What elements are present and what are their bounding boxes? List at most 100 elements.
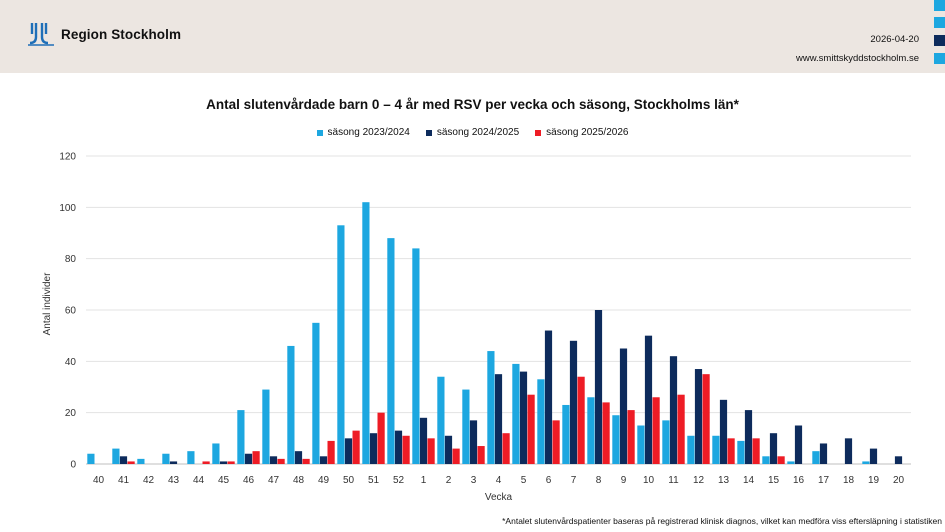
bar (187, 451, 195, 464)
x-tick-label: 4 (496, 475, 502, 486)
bar (744, 410, 753, 464)
legend-swatch (316, 129, 323, 136)
bar (419, 417, 428, 464)
x-tick-label: 9 (621, 475, 627, 486)
bar (287, 345, 295, 464)
website-url: www.smittskyddstockholm.se (795, 53, 919, 64)
x-tick-label: 14 (743, 475, 755, 486)
bar (644, 335, 653, 464)
x-tick-label: 20 (893, 475, 905, 486)
bar (519, 371, 528, 464)
bar (202, 461, 210, 464)
bar (462, 389, 470, 464)
y-tick-label: 60 (65, 306, 77, 317)
legend-label: säsong 2024/2025 (436, 127, 520, 138)
x-tick-label: 43 (168, 475, 180, 486)
legend-item-2024-2025: säsong 2024/2025 (425, 127, 520, 138)
report-date: 2026-04-20 (870, 34, 919, 45)
bar (862, 461, 870, 464)
x-tick-label: 3 (471, 475, 477, 486)
x-tick-label: 6 (546, 475, 552, 486)
legend-label: säsong 2025/2026 (546, 127, 629, 138)
y-tick-label: 100 (59, 203, 76, 214)
bar (362, 202, 370, 464)
bar (687, 435, 695, 464)
bar (127, 461, 135, 464)
bar (669, 356, 678, 464)
bar (394, 430, 403, 464)
bar (437, 376, 445, 464)
x-tick-label: 13 (718, 475, 730, 486)
legend-item-2025-2026: säsong 2025/2026 (535, 127, 628, 138)
bar (727, 438, 735, 464)
bar (702, 374, 710, 464)
bar (812, 451, 820, 464)
bar (244, 453, 253, 464)
bar (677, 394, 685, 464)
legend-label: säsong 2023/2024 (327, 127, 410, 138)
region-stockholm-logo: Region Stockholm (27, 22, 181, 46)
bar (277, 458, 285, 464)
x-tick-label: 1 (421, 475, 427, 486)
bar (737, 440, 745, 464)
bar (487, 351, 495, 464)
x-tick-label: 15 (768, 475, 780, 486)
y-tick-label: 0 (70, 460, 76, 471)
bar (327, 440, 335, 464)
footnote: *Antalet slutenvårdspatienter baseras på… (502, 516, 942, 526)
chart-legend: säsong 2023/2024 säsong 2024/2025 säsong… (0, 127, 945, 138)
bar (769, 433, 778, 464)
bar (894, 456, 903, 464)
bar (602, 402, 610, 464)
bar (302, 458, 310, 464)
bar (652, 397, 660, 464)
bar (469, 420, 478, 464)
bar (562, 404, 570, 464)
bar (752, 438, 760, 464)
bar (169, 461, 178, 464)
org-name: Region Stockholm (61, 26, 182, 42)
x-tick-label: 7 (571, 475, 577, 486)
bar (694, 369, 703, 464)
bar (627, 410, 635, 464)
bar (312, 322, 320, 464)
x-tick-label: 42 (143, 475, 155, 486)
bar (377, 412, 385, 464)
bar (594, 310, 603, 464)
bar (577, 376, 585, 464)
x-tick-label: 41 (118, 475, 130, 486)
x-tick-label: 50 (343, 475, 355, 486)
x-tick-label: 17 (818, 475, 830, 486)
bar (544, 330, 553, 464)
x-tick-label: 10 (643, 475, 655, 486)
y-tick-label: 120 (59, 152, 76, 163)
x-tick-label: 44 (193, 475, 205, 486)
x-tick-label: 19 (868, 475, 880, 486)
x-tick-label: 8 (596, 475, 602, 486)
bar (512, 363, 520, 464)
bar (869, 448, 878, 464)
legend-swatch (535, 129, 542, 136)
bar (619, 348, 628, 464)
bar (212, 443, 220, 464)
bar (787, 461, 795, 464)
legend-item-2023-2024: säsong 2023/2024 (316, 127, 410, 138)
bar (452, 448, 460, 464)
bar (794, 425, 803, 464)
legend-swatch (425, 129, 432, 136)
x-tick-label: 52 (393, 475, 405, 486)
bar (537, 379, 545, 464)
bar (162, 453, 170, 464)
bar (587, 397, 595, 464)
bar (369, 433, 378, 464)
bar (777, 456, 785, 464)
bar (712, 435, 720, 464)
x-axis-label: Vecka (485, 492, 513, 503)
bar (219, 461, 228, 464)
bar (444, 435, 453, 464)
corner-square (934, 0, 945, 11)
page-header: Region Stockholm 2026-04-20 www.smittsky… (0, 0, 945, 73)
bar (477, 446, 485, 464)
y-axis-label: Antal individer (42, 272, 53, 335)
x-tick-label: 11 (668, 475, 679, 486)
